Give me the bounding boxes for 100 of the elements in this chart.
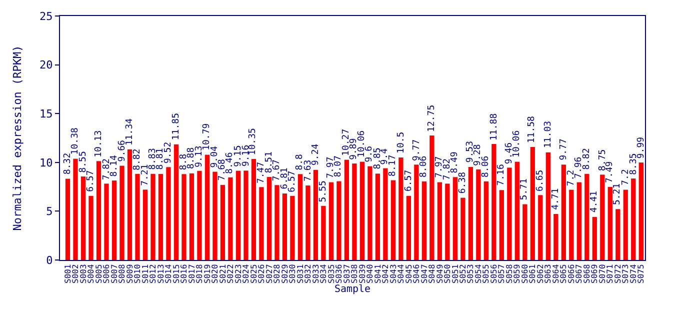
x-tick-label: S035 [326, 264, 336, 284]
bar [313, 170, 318, 260]
x-tick-label: S010 [133, 264, 142, 284]
bar [445, 184, 450, 260]
x-tick-label: S023 [234, 264, 243, 284]
bar [228, 177, 233, 260]
bar [600, 174, 605, 260]
bar [576, 182, 582, 260]
data-label: 9.77 [559, 138, 569, 160]
bar [212, 172, 218, 260]
data-label: 6.65 [535, 170, 546, 192]
x-tick-label: S052 [458, 264, 468, 284]
bar [383, 168, 388, 260]
bar [414, 164, 419, 260]
bar [88, 196, 94, 260]
bar [631, 178, 636, 260]
x-tick-label: S060 [520, 264, 530, 284]
data-label: 11.34 [124, 118, 135, 146]
data-label: 10.5 [396, 132, 406, 154]
bar [321, 206, 326, 260]
data-label: 10.13 [94, 130, 104, 158]
bar [492, 144, 496, 260]
x-tick-label: S019 [202, 264, 212, 284]
x-tick-label: S024 [242, 264, 251, 284]
x-tick-label: S071 [606, 264, 615, 284]
data-label: 7.97 [434, 156, 444, 178]
bar [554, 214, 558, 260]
bar [259, 187, 264, 260]
x-tick-label: S044 [396, 264, 406, 284]
data-label: 5.55 [318, 180, 329, 202]
x-tick-label: S042 [381, 264, 390, 284]
bar [112, 180, 117, 260]
data-label: 11.03 [543, 120, 554, 148]
x-tick-label: S008 [118, 264, 127, 284]
x-tick-label: S005 [94, 264, 104, 284]
x-tick-label: S029 [280, 264, 290, 284]
y-tick-label: 10 [40, 156, 53, 170]
bar [127, 149, 132, 260]
data-label: 8.06 [480, 156, 491, 178]
data-label: 5.21 [612, 183, 623, 206]
bar [422, 181, 426, 260]
x-tick-label: S056 [490, 264, 499, 284]
data-label: 11.58 [527, 116, 538, 144]
x-tick-label: S022 [226, 264, 236, 284]
x-tick-label: S007 [110, 264, 119, 284]
x-tick-label: S066 [566, 264, 576, 284]
data-label: 9.99 [636, 136, 647, 159]
bar [282, 194, 288, 260]
bar [336, 181, 342, 260]
x-tick-label: S067 [574, 264, 584, 284]
y-tick-label: 0 [46, 254, 53, 267]
x-tick-label: S001 [63, 264, 72, 284]
x-tick-label: S050 [443, 264, 452, 284]
x-tick-label: S031 [296, 264, 305, 284]
data-label: 6.57 [86, 170, 96, 192]
x-tick-label: S059 [512, 264, 522, 284]
x-tick-label: S046 [412, 264, 422, 284]
x-tick-label: S049 [435, 264, 444, 284]
data-label: 12.75 [426, 104, 437, 132]
x-tick-label: S069 [590, 264, 600, 284]
x-tick-label: S047 [420, 264, 429, 284]
x-tick-label: S039 [358, 264, 367, 284]
x-tick-label: S002 [71, 264, 80, 284]
data-label: 8.17 [388, 154, 398, 176]
bar [584, 174, 590, 260]
x-tick-label: S017 [187, 264, 196, 284]
x-tick-label: S014 [164, 264, 174, 284]
bar [344, 160, 350, 260]
x-tick-label: S034 [319, 264, 328, 284]
bar [569, 190, 574, 260]
data-label: 10.38 [70, 128, 80, 155]
bar [96, 161, 102, 260]
x-tick-label: S015 [172, 264, 181, 284]
data-label: 6.57 [404, 170, 414, 192]
data-label: 9.52 [163, 142, 174, 164]
x-tick-label: S012 [148, 264, 158, 284]
x-tick-label: S075 [636, 264, 646, 284]
x-tick-label: S038 [350, 264, 360, 284]
x-axis-title: Sample [334, 284, 371, 295]
bar [561, 164, 566, 260]
y-tick-label: 20 [40, 58, 53, 72]
x-tick-label: S018 [195, 264, 204, 284]
x-tick-label: S061 [528, 264, 538, 284]
x-tick-label: S055 [482, 264, 491, 284]
x-tick-label: S070 [598, 264, 607, 284]
bar [538, 195, 543, 260]
bar [65, 178, 70, 260]
bar [499, 190, 504, 260]
bar [150, 174, 156, 260]
bar [174, 144, 179, 260]
x-tick-label: S043 [388, 264, 398, 284]
bar [608, 186, 612, 260]
bar [390, 180, 396, 260]
bar [522, 204, 528, 260]
bar [104, 184, 109, 260]
x-tick-label: S016 [180, 264, 189, 284]
bar [460, 198, 466, 260]
x-tick-label: S065 [559, 264, 568, 284]
bar [274, 185, 280, 260]
x-tick-label: S020 [210, 264, 220, 284]
